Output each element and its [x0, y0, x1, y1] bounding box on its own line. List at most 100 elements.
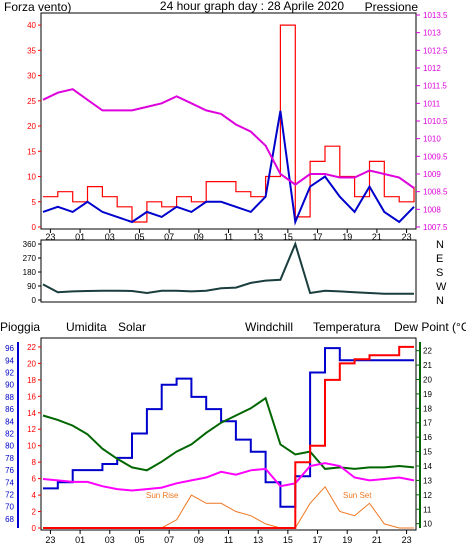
x-tick-label: 07: [164, 232, 174, 242]
wind-y-tick-label: 25: [27, 97, 36, 106]
wind-y-tick-label: 20: [27, 122, 36, 131]
humidity-y-tick-label: 70: [5, 503, 14, 512]
x-tick-label: 13: [253, 232, 263, 242]
humidity-y-tick-label: 88: [5, 393, 14, 402]
wind-y-tick-label: 40: [27, 21, 36, 30]
x-tick-label: 19: [342, 535, 352, 545]
direction-letter: E: [436, 253, 443, 265]
rain-y-tick-label: 12: [27, 425, 36, 434]
x-tick-label: 03: [105, 535, 115, 545]
direction-y-tick-label: 270: [23, 254, 37, 263]
humidity-y-tick-label: 96: [5, 344, 14, 353]
direction-y-tick-label: 180: [23, 268, 37, 277]
wind-y-tick-label: 5: [32, 198, 37, 207]
x-tick-label: 01: [75, 535, 85, 545]
pressure-y-tick-label: 1010.5: [423, 117, 448, 126]
humidity-line: [43, 347, 414, 508]
wind-y-tick-label: 15: [27, 147, 36, 156]
pressure-y-tick-label: 1012.5: [423, 46, 448, 55]
humidity-y-tick-label: 78: [5, 454, 14, 463]
weather-panel: [40, 337, 417, 531]
x-tick-label: 19: [342, 232, 352, 242]
rain-y-tick-label: 2: [32, 508, 37, 517]
sun-rise-label: Sun Rise: [146, 491, 179, 500]
pressure-label: Pressione: [365, 0, 419, 14]
x-tick-label: 21: [372, 232, 382, 242]
x-tick-label: 05: [134, 232, 144, 242]
sun-set-label: Sun Set: [343, 491, 372, 500]
direction-y-tick-label: 360: [23, 240, 37, 249]
humidity-y-tick-label: 90: [5, 381, 14, 390]
pressure-y-tick-label: 1011: [423, 99, 441, 108]
pressure-y-tick-label: 1013.5: [423, 11, 448, 20]
x-tick-label: 21: [372, 535, 382, 545]
x-tick-label: 23: [45, 535, 55, 545]
rain-y-tick-label: 16: [27, 392, 36, 401]
pressure-y-tick-label: 1009.5: [423, 152, 448, 161]
wind-force-label: Forza vento): [4, 0, 71, 14]
temp-y-tick-label: 16: [423, 433, 432, 442]
x-tick-label: 13: [253, 535, 263, 545]
x-tick-label: 09: [194, 232, 204, 242]
x-tick-label: 17: [313, 232, 323, 242]
humidity-y-tick-label: 82: [5, 429, 14, 438]
temp-y-tick-label: 14: [423, 462, 432, 471]
rain-y-tick-label: 0: [32, 524, 37, 533]
direction-letter: S: [436, 267, 443, 279]
pressure-y-tick-label: 1008: [423, 205, 441, 214]
x-tick-label: 15: [283, 232, 293, 242]
humidity-y-tick-label: 76: [5, 466, 14, 475]
direction-y-tick-label: 90: [27, 282, 36, 291]
direction-letter: N: [436, 295, 444, 307]
temp-y-tick-label: 21: [423, 361, 432, 370]
rain-y-tick-label: 6: [32, 475, 37, 484]
rain-y-tick-label: 8: [32, 458, 37, 467]
legend-solar: Solar: [118, 320, 146, 334]
rain-y-tick-label: 20: [27, 359, 36, 368]
temp-y-tick-label: 13: [423, 476, 432, 485]
x-tick-label: 23: [402, 535, 412, 545]
pressure-y-tick-label: 1012: [423, 64, 441, 73]
humidity-y-tick-label: 68: [5, 515, 14, 524]
humidity-y-tick-label: 74: [5, 478, 14, 487]
x-tick-label: 17: [313, 535, 323, 545]
x-tick-label: 07: [164, 535, 174, 545]
x-tick-label: 09: [194, 535, 204, 545]
dewpoint-line: [42, 462, 415, 492]
x-tick-label: 01: [75, 232, 85, 242]
temp-y-tick-label: 17: [423, 419, 432, 428]
rain-y-tick-label: 22: [27, 343, 36, 352]
humidity-y-tick-label: 80: [5, 442, 14, 451]
temp-y-tick-label: 19: [423, 390, 432, 399]
pressure-y-tick-label: 1011.5: [423, 82, 447, 91]
temp-y-tick-label: 11: [423, 505, 432, 514]
x-tick-label: 23: [402, 232, 412, 242]
x-tick-label: 15: [283, 535, 293, 545]
legend-dewpoint: Dew Point (°C): [394, 320, 466, 334]
humidity-y-tick-label: 92: [5, 368, 14, 377]
direction-letter: W: [436, 281, 447, 293]
temp-y-tick-label: 12: [423, 491, 432, 500]
pressure-y-tick-label: 1013: [423, 29, 441, 38]
temp-y-tick-label: 22: [423, 347, 432, 356]
wind-y-tick-label: 10: [27, 173, 36, 182]
legend-rain: Pioggia: [0, 320, 40, 334]
rain-y-tick-label: 10: [27, 442, 36, 451]
wind-y-tick-label: 0: [32, 223, 37, 232]
temp-y-tick-label: 18: [423, 404, 432, 413]
wind-y-tick-label: 35: [27, 46, 36, 55]
humidity-y-tick-label: 72: [5, 490, 14, 499]
wind-y-tick-label: 30: [27, 72, 36, 81]
direction-letter: N: [436, 239, 444, 251]
rain-line: [43, 345, 414, 529]
temperature-line: [42, 396, 415, 472]
rain-y-tick-label: 4: [32, 491, 37, 500]
x-tick-label: 23: [45, 232, 55, 242]
wind-average-line: [42, 110, 415, 226]
x-tick-label: 11: [224, 232, 233, 242]
pressure-y-tick-label: 1007.5: [423, 223, 448, 232]
pressure-y-tick-label: 1009: [423, 170, 441, 179]
